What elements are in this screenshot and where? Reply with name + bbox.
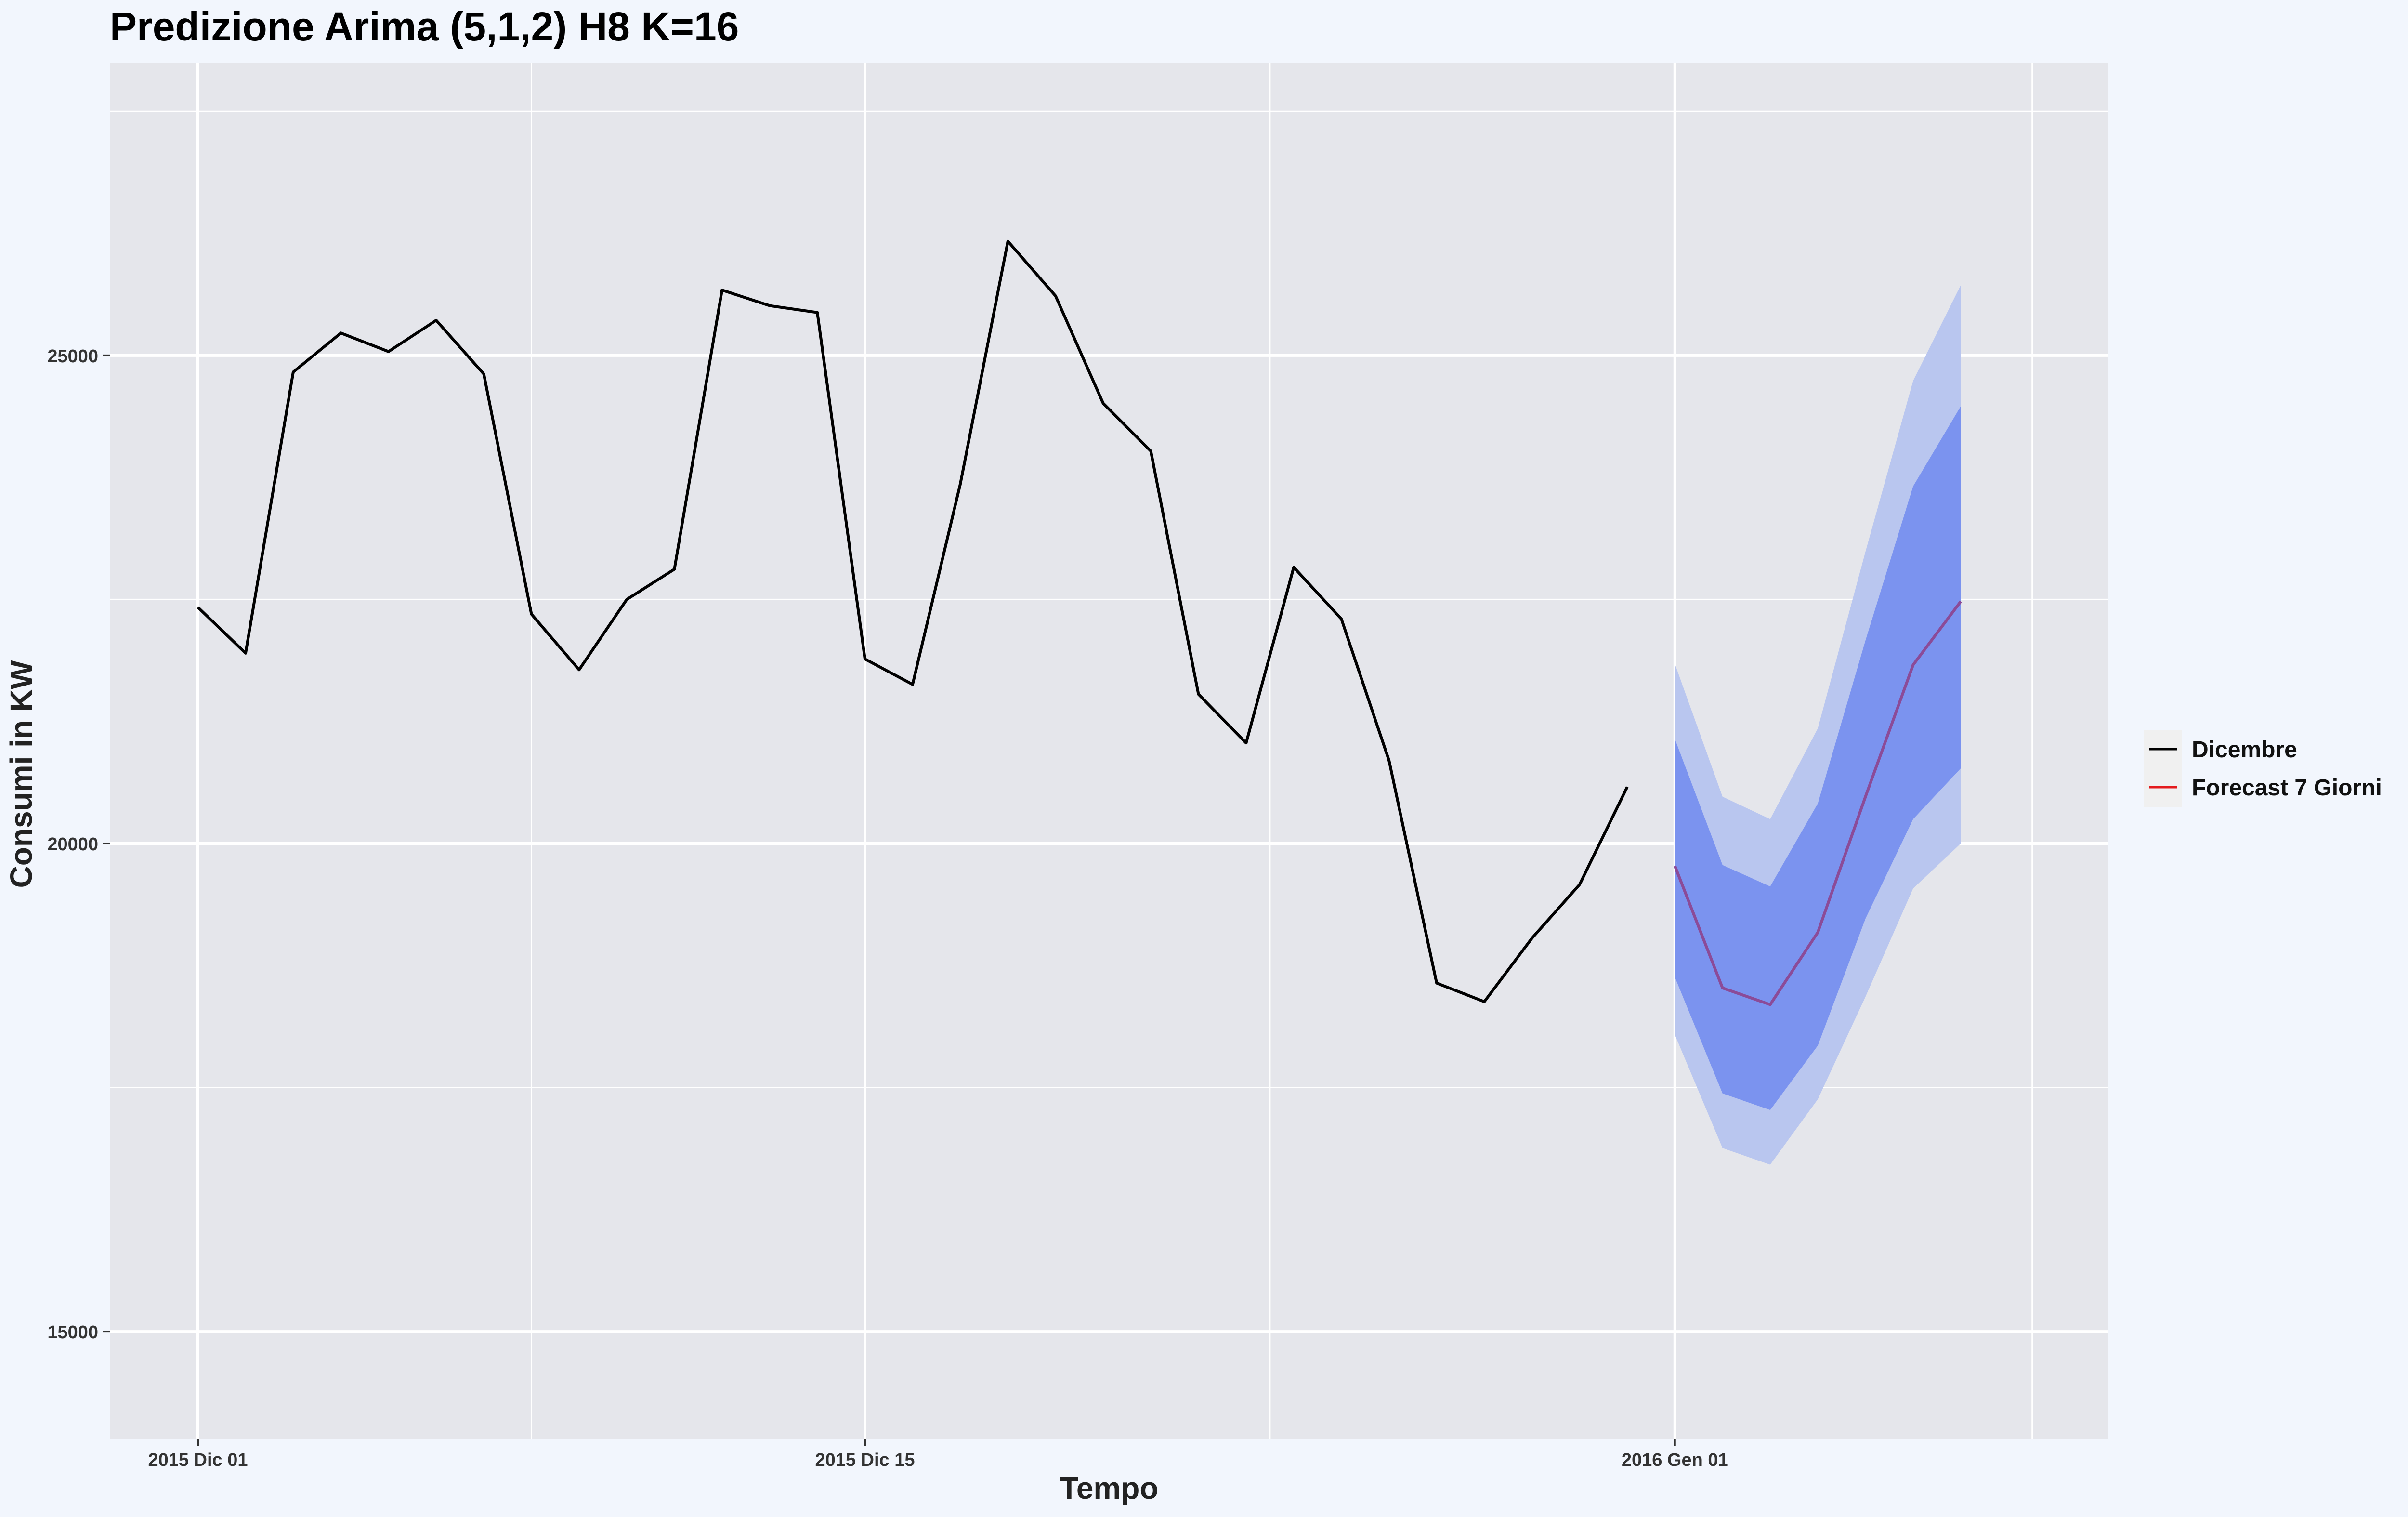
y-tick-label: 25000	[47, 346, 98, 367]
y-tick-label: 20000	[47, 834, 98, 855]
x-axis-title: Tempo	[1060, 1471, 1158, 1505]
minor-gridlines	[110, 63, 2108, 1439]
series-lines	[196, 239, 1962, 1006]
y-tick-label: 15000	[47, 1322, 98, 1343]
forecast-interval-inner	[1675, 406, 1961, 1110]
axis-ticks	[103, 354, 1676, 1446]
legend-label-forecast: Forecast 7 Giorni	[2192, 775, 2382, 801]
series-line-dicembre	[196, 239, 1629, 1003]
plot-panel	[110, 63, 2108, 1439]
legend-key-background	[2144, 730, 2182, 807]
x-tick-label: 2016 Gen 01	[1622, 1450, 1728, 1470]
legend-label-dicembre: Dicembre	[2192, 737, 2297, 763]
axis-tick-labels: 15000 20000 25000 2015 Dic 01 2015 Dic 15 201…	[47, 346, 1728, 1470]
y-axis-title: Consumi in KW	[4, 660, 39, 888]
x-tick-label: 2015 Dic 01	[148, 1450, 248, 1470]
chart-title: Predizione Arima (5,1,2) H8 K=16	[110, 4, 739, 49]
forecast-intervals	[1675, 285, 1961, 1165]
x-tick-label: 2015 Dic 15	[815, 1450, 915, 1470]
legend: Dicembre Forecast 7 Giorni	[2144, 730, 2382, 807]
series-line-forecast	[1673, 600, 1962, 1006]
